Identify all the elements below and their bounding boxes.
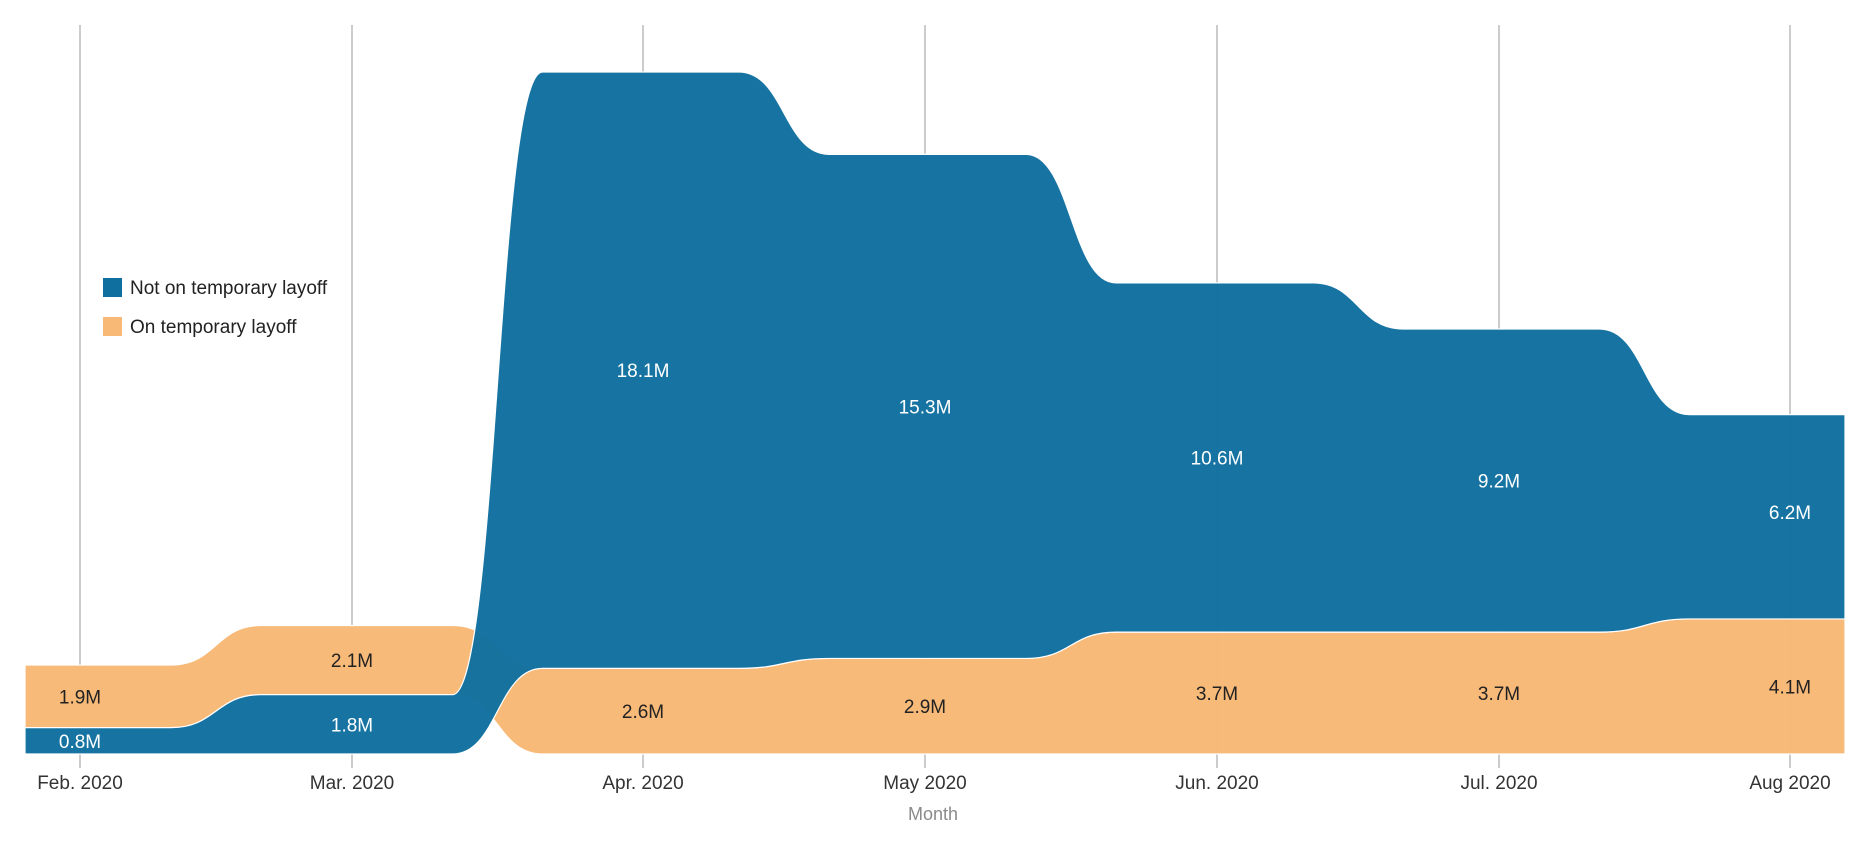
legend-label: Not on temporary layoff [130, 278, 328, 299]
data-label-not-on-temporary-layoff: 9.2M [1478, 472, 1520, 493]
legend: Not on temporary layoff On temporary layo… [103, 278, 328, 338]
legend-swatch [103, 278, 122, 297]
area-not-on-temporary-layoff [24, 71, 1846, 755]
data-label-not-on-temporary-layoff: 6.2M [1769, 503, 1811, 524]
x-axis-title: Month [908, 804, 958, 824]
legend-swatch [103, 317, 122, 336]
data-label-on-temporary-layoff: 2.1M [331, 651, 373, 672]
data-label-on-temporary-layoff: 3.7M [1478, 684, 1520, 705]
x-tick-label: Jul. 2020 [1460, 773, 1537, 794]
data-label-on-temporary-layoff: 2.6M [622, 702, 664, 723]
x-axis-ticks: Feb. 2020 Mar. 2020 Apr. 2020 May 2020 Jun. … [37, 773, 1830, 794]
x-tick-label: Jun. 2020 [1175, 773, 1258, 794]
data-label-not-on-temporary-layoff: 18.1M [617, 361, 670, 382]
data-label-not-on-temporary-layoff: 10.6M [1191, 448, 1244, 469]
legend-label: On temporary layoff [130, 317, 297, 338]
data-label-on-temporary-layoff: 1.9M [59, 687, 101, 708]
area-series [24, 71, 1846, 755]
x-tick-label: Aug 2020 [1749, 773, 1830, 794]
data-label-not-on-temporary-layoff: 0.8M [59, 732, 101, 753]
data-label-not-on-temporary-layoff: 15.3M [899, 397, 952, 418]
data-label-on-temporary-layoff: 4.1M [1769, 677, 1811, 698]
x-tick-label: Mar. 2020 [310, 773, 395, 794]
x-tick-label: Feb. 2020 [37, 773, 123, 794]
x-tick-label: May 2020 [883, 773, 966, 794]
data-label-not-on-temporary-layoff: 1.8M [331, 715, 373, 736]
data-label-on-temporary-layoff: 2.9M [904, 697, 946, 718]
data-label-on-temporary-layoff: 3.7M [1196, 684, 1238, 705]
data-labels: 0.8M 1.9M 1.8M 2.1M 18.1M 2.6M 15.3M 2.9M 10.6M 3… [59, 361, 1811, 753]
x-tick-label: Apr. 2020 [602, 773, 683, 794]
